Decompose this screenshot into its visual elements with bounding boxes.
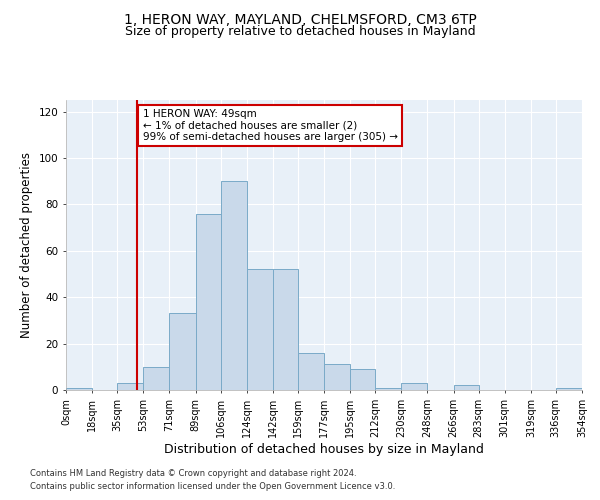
Bar: [454, 386, 479, 390]
Text: Contains public sector information licensed under the Open Government Licence v3: Contains public sector information licen…: [30, 482, 395, 491]
X-axis label: Distribution of detached houses by size in Mayland: Distribution of detached houses by size …: [164, 442, 484, 456]
Bar: [169, 314, 196, 390]
Bar: [401, 383, 427, 390]
Bar: [324, 364, 350, 390]
Bar: [221, 181, 247, 390]
Bar: [196, 214, 221, 390]
Bar: [247, 270, 273, 390]
Text: 1 HERON WAY: 49sqm
← 1% of detached houses are smaller (2)
99% of semi-detached : 1 HERON WAY: 49sqm ← 1% of detached hous…: [143, 108, 398, 142]
Text: Contains HM Land Registry data © Crown copyright and database right 2024.: Contains HM Land Registry data © Crown c…: [30, 468, 356, 477]
Bar: [143, 367, 169, 390]
Bar: [556, 388, 582, 390]
Bar: [350, 369, 375, 390]
Bar: [298, 353, 324, 390]
Y-axis label: Number of detached properties: Number of detached properties: [20, 152, 33, 338]
Text: Size of property relative to detached houses in Mayland: Size of property relative to detached ho…: [125, 25, 475, 38]
Bar: [273, 270, 298, 390]
Text: 1, HERON WAY, MAYLAND, CHELMSFORD, CM3 6TP: 1, HERON WAY, MAYLAND, CHELMSFORD, CM3 6…: [124, 12, 476, 26]
Bar: [117, 383, 143, 390]
Bar: [375, 388, 401, 390]
Bar: [66, 388, 92, 390]
